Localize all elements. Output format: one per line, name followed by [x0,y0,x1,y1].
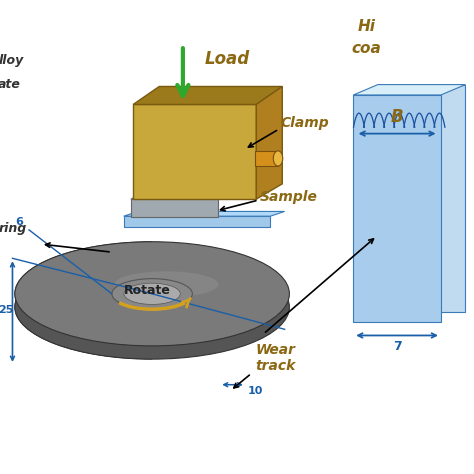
Ellipse shape [124,283,180,304]
Text: Load: Load [205,51,250,68]
Ellipse shape [273,151,283,166]
Text: Wear
track: Wear track [255,343,296,374]
Bar [133,104,256,199]
Bar [131,199,219,217]
Bar [124,216,271,227]
Polygon shape [131,193,232,199]
Polygon shape [15,242,152,359]
Text: 10: 10 [248,386,263,396]
Polygon shape [124,211,285,216]
Text: Sample: Sample [260,191,318,204]
Text: coa: coa [352,41,382,56]
Polygon shape [256,86,283,199]
Polygon shape [133,86,283,104]
Text: Rotate: Rotate [124,283,171,297]
Text: 25: 25 [0,305,14,315]
Text: lloy: lloy [0,54,24,67]
Ellipse shape [112,279,192,309]
Bar [353,95,441,322]
Text: Hi: Hi [358,19,376,34]
Text: Clamp: Clamp [281,116,329,130]
Ellipse shape [15,255,290,359]
Ellipse shape [15,242,290,346]
Text: ate: ate [0,78,21,91]
Ellipse shape [114,271,219,297]
Text: ring: ring [0,222,27,235]
Bar [255,151,278,166]
Polygon shape [353,84,465,95]
Text: 6: 6 [15,217,23,227]
Text: B: B [391,108,403,126]
Text: 7: 7 [392,340,401,353]
Polygon shape [378,84,465,312]
